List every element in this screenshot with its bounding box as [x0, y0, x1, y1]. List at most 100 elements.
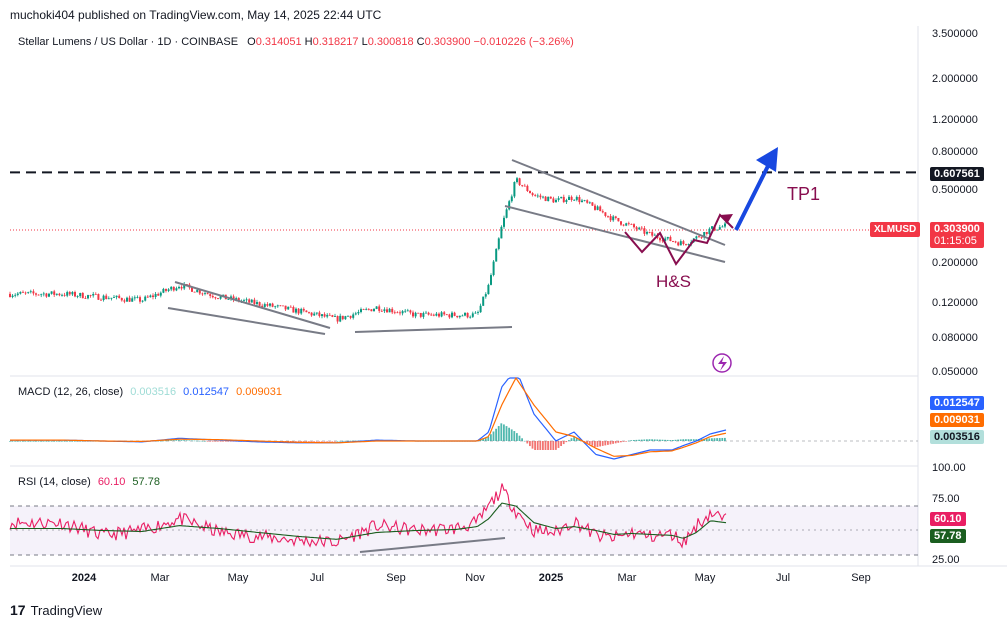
change-value: −0.010226 (−3.26%) [473, 36, 574, 48]
candle-body [198, 289, 201, 294]
candle-body [315, 312, 318, 314]
macd-histogram-bar [510, 429, 513, 441]
macd-legend: MACD (12, 26, close) 0.003516 0.012547 0… [18, 386, 282, 398]
candle-body [271, 303, 274, 307]
candle-body [607, 215, 609, 217]
macd-histogram-bar [289, 441, 292, 442]
candle-body [258, 302, 261, 306]
macd-histogram [9, 423, 726, 450]
pattern-arrowhead [720, 214, 733, 224]
macd-histogram-bar [604, 441, 607, 446]
macd-histogram-bar [625, 441, 627, 442]
last-price-tag: 0.303900 01:15:05 [930, 222, 984, 248]
flash-icon[interactable] [712, 353, 732, 373]
candle-body [326, 314, 329, 317]
candle-body [297, 308, 300, 314]
macd-histogram-bar [224, 441, 227, 442]
candle-body [149, 295, 152, 298]
publisher-header: muchoki404 published on TradingView.com,… [10, 8, 382, 22]
price-label: 0.080000 [932, 332, 978, 344]
macd-histogram-bar [339, 440, 341, 442]
candle-body [503, 217, 505, 227]
candle-body [406, 310, 409, 312]
candle-body [490, 275, 492, 285]
macd-histogram-bar [575, 437, 578, 441]
macd-histogram-bar [513, 431, 516, 441]
macd-histogram-bar [555, 441, 557, 450]
candle-body [487, 284, 490, 295]
candle-body [591, 202, 594, 206]
candle-body [477, 312, 479, 314]
candle-body [295, 308, 297, 313]
candle-body [432, 314, 435, 316]
macd-histogram-bar [599, 441, 601, 447]
candle-body [708, 228, 711, 234]
rsi-axis-label: 100.00 [932, 462, 966, 474]
macd-histogram-bar [217, 441, 219, 442]
candle-body [438, 313, 440, 317]
macd-histogram-bar [53, 441, 55, 442]
close-value: 0.303900 [424, 36, 471, 48]
macd-histogram-bar [523, 440, 526, 442]
candle-body [609, 216, 612, 221]
candle-body [211, 295, 214, 298]
candle-body [40, 294, 43, 296]
macd-histogram-bar [487, 436, 490, 441]
candle-body [27, 291, 30, 293]
candle-body [175, 288, 178, 291]
candle-body [336, 316, 339, 322]
macd-histogram-bar [659, 439, 661, 441]
macd-histogram-bar [81, 441, 84, 442]
candle-body [209, 294, 212, 296]
macd-histogram-bar [656, 439, 659, 441]
candle-body [131, 298, 134, 302]
macd-histogram-bar [219, 441, 222, 442]
candle-body [479, 305, 482, 313]
macd-histogram-bar [495, 428, 497, 441]
candle-body [87, 295, 89, 299]
candle-body [526, 185, 529, 192]
macd-histogram-bar [313, 441, 315, 442]
macd-histogram-bar [651, 439, 653, 441]
macd-histogram-bar [492, 431, 495, 441]
candle-body [560, 196, 563, 199]
candle-body [427, 312, 430, 315]
candle-body [321, 314, 323, 317]
candle-body [435, 313, 438, 316]
candle-body [289, 306, 292, 308]
candle-body [219, 296, 222, 299]
macd-histogram-bar [48, 441, 50, 442]
macd-histogram-bar [352, 440, 354, 442]
candle-body [391, 308, 394, 313]
macd-value: 0.012547 [183, 386, 230, 398]
flash-icon-bolt [718, 356, 727, 371]
price-label: 0.500000 [932, 184, 978, 196]
macd-histogram-bar [9, 441, 11, 442]
tradingview-logo[interactable]: 17 TradingView [10, 602, 102, 618]
tp-level-tag: 0.607561 [930, 167, 984, 181]
candle-body [196, 289, 199, 293]
low-value: 0.300818 [367, 36, 414, 48]
price-label: 0.200000 [932, 257, 978, 269]
candle-body [141, 300, 144, 302]
macd-histogram-bar [547, 441, 549, 450]
candle-body [263, 304, 266, 307]
macd-histogram-bar [521, 438, 523, 441]
candle-body [165, 288, 167, 291]
macd-histogram-bar [328, 441, 331, 442]
candle-body [601, 211, 604, 213]
candle-body [386, 309, 388, 313]
candle-body [646, 232, 648, 234]
candle-body [347, 315, 349, 317]
candle-body [61, 294, 63, 296]
macd-histogram-bar [570, 438, 573, 441]
macd-histogram-bar [79, 441, 81, 442]
candle-body [14, 294, 17, 296]
candle-body [703, 231, 706, 238]
candle-body [16, 293, 19, 295]
macd-histogram-bar [648, 439, 651, 441]
candle-body [365, 308, 368, 310]
candle-body [105, 295, 108, 299]
macd-histogram-bar [14, 441, 16, 442]
time-label: 2025 [538, 572, 564, 584]
